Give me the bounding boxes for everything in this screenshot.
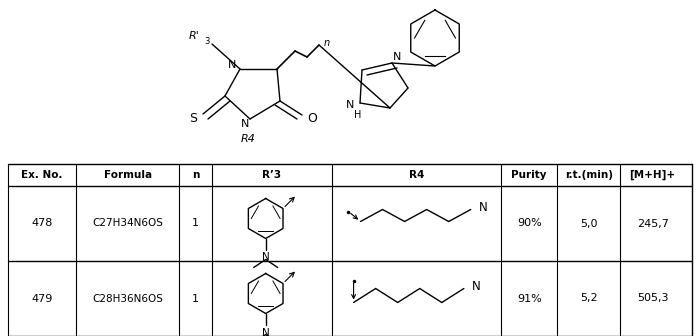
Text: n: n [192, 170, 199, 180]
Text: N: N [472, 280, 481, 293]
Text: N: N [346, 100, 354, 110]
Text: 5,0: 5,0 [580, 218, 598, 228]
Text: S: S [189, 113, 197, 126]
Text: n: n [324, 38, 330, 48]
Text: 5,2: 5,2 [580, 294, 598, 303]
Text: C27H34N6OS: C27H34N6OS [92, 218, 163, 228]
Text: r.t.(min): r.t.(min) [565, 170, 612, 180]
Text: R4: R4 [409, 170, 424, 180]
Text: 90%: 90% [517, 218, 542, 228]
Text: O: O [307, 113, 317, 126]
Text: 245,7: 245,7 [637, 218, 668, 228]
Text: 478: 478 [32, 218, 53, 228]
Text: 1: 1 [192, 294, 199, 303]
Text: N: N [393, 52, 401, 62]
Text: R': R' [188, 31, 199, 41]
Text: [M+H]+: [M+H]+ [629, 170, 676, 180]
Text: R’3: R’3 [262, 170, 281, 180]
Text: N: N [262, 252, 270, 262]
Text: N: N [479, 201, 487, 214]
Text: Ex. No.: Ex. No. [22, 170, 63, 180]
Text: 479: 479 [32, 294, 53, 303]
Text: Formula: Formula [104, 170, 152, 180]
Text: N: N [241, 119, 249, 129]
Text: N: N [262, 328, 270, 336]
Text: N: N [228, 60, 236, 70]
Text: C28H36N6OS: C28H36N6OS [92, 294, 163, 303]
Text: 3: 3 [204, 37, 210, 45]
Text: R4: R4 [241, 134, 256, 144]
Text: Purity: Purity [512, 170, 547, 180]
Text: 505,3: 505,3 [637, 294, 668, 303]
Text: 91%: 91% [517, 294, 542, 303]
Text: H: H [354, 110, 362, 120]
Text: 1: 1 [192, 218, 199, 228]
